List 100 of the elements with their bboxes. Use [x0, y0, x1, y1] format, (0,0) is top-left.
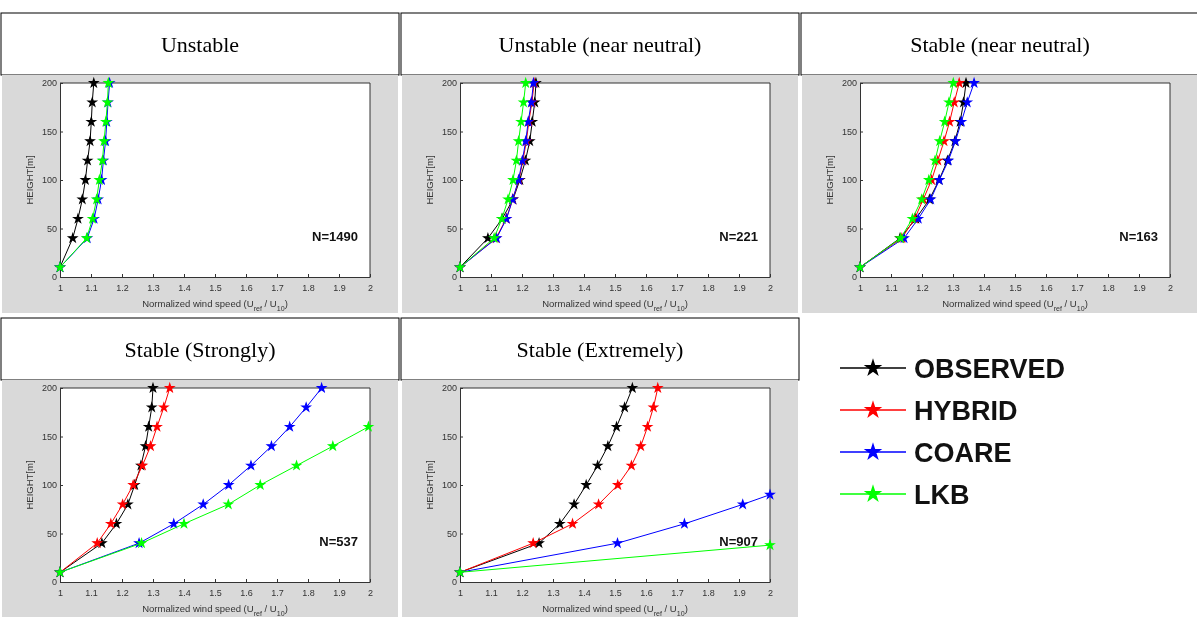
annotation: N=163 — [1119, 229, 1158, 244]
x-tick-label: 2 — [767, 282, 774, 293]
y-tick-label: 200 — [441, 383, 457, 394]
y-axis-title: HEIGHT[m] — [424, 155, 435, 205]
x-tick-label: 1.2 — [516, 587, 529, 598]
annotation: N=221 — [719, 229, 758, 244]
x-tick-label: 2 — [367, 282, 374, 293]
x-tick-label: 1 — [857, 282, 864, 293]
x-tick-label: 2 — [767, 587, 774, 598]
y-tick-label: 50 — [446, 223, 457, 234]
x-tick-label: 1.3 — [947, 282, 960, 293]
x-tick-label: 1.9 — [1133, 282, 1146, 293]
x-tick-label: 1.7 — [671, 282, 684, 293]
x-tick-label: 1.3 — [547, 587, 560, 598]
x-tick-label: 1.5 — [209, 282, 222, 293]
y-tick-label: 150 — [441, 126, 457, 137]
y-tick-label: 200 — [441, 78, 457, 89]
x-tick-label: 1.5 — [1009, 282, 1022, 293]
x-tick-label: 2 — [1167, 282, 1174, 293]
x-axis-title: Normalized wind speed (U$_{ref}$ / U$_{10}$) — [142, 298, 288, 313]
x-tick-label: 1.6 — [640, 587, 653, 598]
x-tick-label: 1.9 — [733, 587, 746, 598]
x-tick-label: 1.4 — [578, 282, 591, 293]
y-tick-label: 150 — [41, 431, 57, 442]
x-tick-label: 1.1 — [485, 587, 498, 598]
x-tick-label: 1.4 — [978, 282, 991, 293]
y-tick-label: 50 — [46, 223, 57, 234]
x-tick-label: 1.8 — [1102, 282, 1115, 293]
y-tick-label: 100 — [441, 175, 457, 186]
x-tick-label: 1.5 — [609, 587, 622, 598]
x-tick-label: 1.1 — [485, 282, 498, 293]
x-tick-label: 1.4 — [178, 587, 191, 598]
x-tick-label: 1.4 — [178, 282, 191, 293]
x-tick-label: 1.8 — [302, 282, 315, 293]
x-tick-label: 1.5 — [209, 587, 222, 598]
y-axis-title: HEIGHT[m] — [24, 155, 35, 205]
chart-title: Stable (near neutral) — [910, 32, 1090, 57]
y-tick-label: 150 — [41, 126, 57, 137]
x-tick-label: 1.5 — [609, 282, 622, 293]
annotation: N=1490 — [312, 229, 358, 244]
x-tick-label: 1.3 — [147, 587, 160, 598]
x-tick-label: 1.7 — [671, 587, 684, 598]
x-axis-title: Normalized wind speed (U$_{ref}$ / U$_{10}$) — [542, 603, 688, 617]
y-tick-label: 50 — [846, 223, 857, 234]
chart-title: Unstable — [160, 32, 240, 57]
y-tick-label: 200 — [841, 78, 857, 89]
y-tick-label: 200 — [41, 383, 57, 394]
x-tick-label: 1 — [57, 282, 64, 293]
chart-title: Stable (Extremely) — [516, 337, 684, 362]
x-tick-label: 1.8 — [702, 282, 715, 293]
y-axis-title: HEIGHT[m] — [824, 155, 835, 205]
x-tick-label: 1.1 — [85, 587, 98, 598]
x-tick-label: 1.1 — [885, 282, 898, 293]
x-tick-label: 1 — [57, 587, 64, 598]
x-tick-label: 1.7 — [1071, 282, 1084, 293]
x-tick-label: 1.2 — [516, 282, 529, 293]
y-tick-label: 50 — [46, 528, 57, 539]
x-tick-label: 1.9 — [333, 282, 346, 293]
annotation: N=907 — [719, 534, 758, 549]
x-tick-label: 1.6 — [240, 282, 253, 293]
x-tick-label: 1.2 — [116, 282, 129, 293]
y-tick-label: 200 — [41, 78, 57, 89]
y-tick-label: 100 — [41, 480, 57, 491]
x-tick-label: 1.2 — [116, 587, 129, 598]
x-tick-label: 2 — [367, 587, 374, 598]
x-axis-title: Normalized wind speed (U$_{ref}$ / U$_{10}$) — [942, 298, 1088, 313]
x-tick-label: 1.6 — [1040, 282, 1053, 293]
y-tick-label: 100 — [41, 175, 57, 186]
y-tick-label: 100 — [841, 175, 857, 186]
x-tick-label: 1.7 — [271, 282, 284, 293]
x-tick-label: 1.6 — [240, 587, 253, 598]
x-tick-label: 1.3 — [147, 282, 160, 293]
legend-label: OBSERVED — [914, 354, 1066, 384]
y-tick-label: 150 — [841, 126, 857, 137]
y-tick-label: 0 — [51, 577, 57, 588]
x-tick-label: 1 — [457, 282, 464, 293]
x-tick-label: 1.8 — [702, 587, 715, 598]
chart-title: Unstable (near neutral) — [498, 32, 702, 57]
x-tick-label: 1.8 — [302, 587, 315, 598]
x-tick-label: 1.9 — [333, 587, 346, 598]
x-tick-label: 1.2 — [916, 282, 929, 293]
y-tick-label: 0 — [451, 272, 457, 283]
annotation: N=537 — [319, 534, 358, 549]
x-tick-label: 1.1 — [85, 282, 98, 293]
chart-title: Stable (Strongly) — [124, 337, 276, 362]
x-tick-label: 1.9 — [733, 282, 746, 293]
y-tick-label: 100 — [441, 480, 457, 491]
x-axis-title: Normalized wind speed (U$_{ref}$ / U$_{10}$) — [142, 603, 288, 617]
legend-label: HYBRID — [914, 396, 1018, 426]
y-tick-label: 50 — [446, 528, 457, 539]
y-axis-title: HEIGHT[m] — [24, 460, 35, 510]
y-tick-label: 0 — [851, 272, 857, 283]
x-tick-label: 1 — [457, 587, 464, 598]
y-axis-title: HEIGHT[m] — [424, 460, 435, 510]
x-tick-label: 1.4 — [578, 587, 591, 598]
legend-label: COARE — [914, 438, 1012, 468]
x-tick-label: 1.6 — [640, 282, 653, 293]
y-tick-label: 0 — [451, 577, 457, 588]
legend-label: LKB — [914, 480, 970, 510]
y-tick-label: 150 — [441, 431, 457, 442]
